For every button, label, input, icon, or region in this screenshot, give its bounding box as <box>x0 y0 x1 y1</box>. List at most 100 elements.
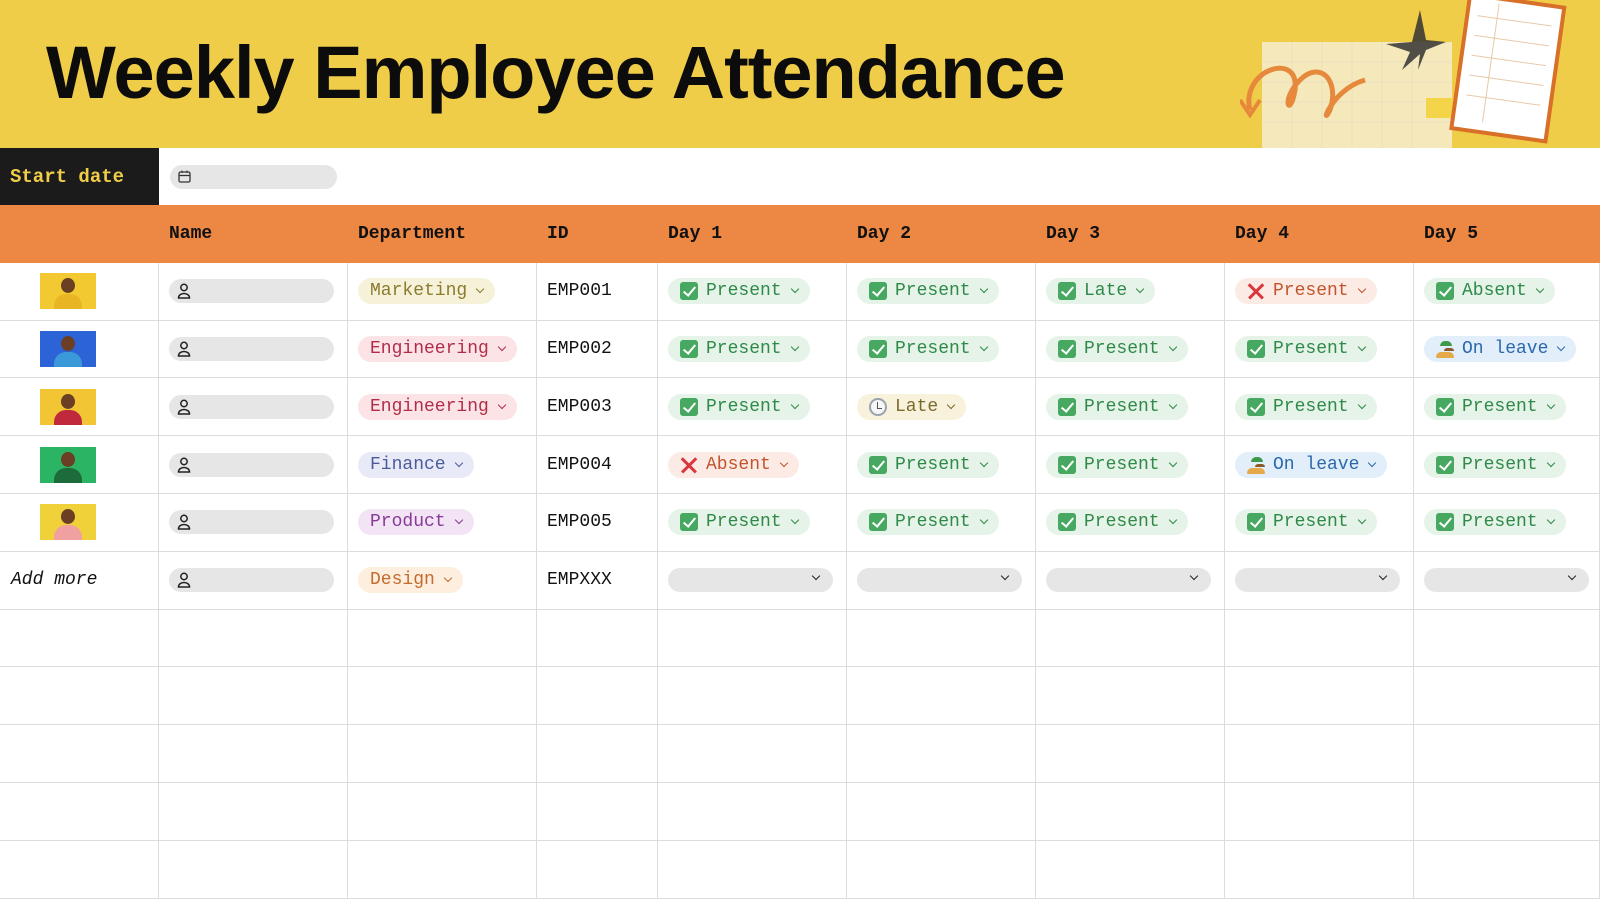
status-icon <box>680 456 698 474</box>
column-header: Day 2 <box>857 223 912 244</box>
dropdown-chevron <box>1567 571 1577 581</box>
attendance-status[interactable]: Present <box>857 335 999 362</box>
dropdown-chevron <box>1557 342 1566 352</box>
attendance-status[interactable]: Late <box>1046 278 1156 305</box>
employee-id: EMPXXX <box>547 570 612 591</box>
pill-text: Engineering <box>370 338 489 359</box>
page-title: Weekly Employee Attendance <box>46 31 1066 114</box>
department-tag[interactable]: Marketing <box>358 278 496 305</box>
start-date-label: Start date <box>0 148 159 205</box>
department-tag[interactable]: Design <box>358 567 463 594</box>
pill-text: Present <box>706 396 782 417</box>
name-input[interactable] <box>169 336 334 361</box>
attendance-status[interactable]: Present <box>668 335 810 362</box>
attendance-status[interactable]: Absent <box>1424 278 1555 305</box>
status-icon <box>1436 455 1454 474</box>
empty-cell <box>0 667 159 726</box>
pill-text: Present <box>1462 454 1538 475</box>
attendance-status[interactable]: Absent <box>668 451 799 478</box>
empty-cell <box>537 783 658 841</box>
attendance-dropdown[interactable] <box>1046 568 1211 593</box>
attendance-cell: Present <box>847 262 1036 321</box>
status-icon <box>680 397 698 416</box>
attendance-status[interactable]: Present <box>1046 451 1188 478</box>
empty-cell <box>658 783 847 841</box>
department-tag[interactable]: Finance <box>358 451 474 478</box>
attendance-status[interactable]: Present <box>857 509 999 536</box>
avatar <box>40 330 96 367</box>
attendance-status[interactable]: Present <box>1424 509 1566 536</box>
pill-text: Present <box>1084 338 1160 359</box>
attendance-status[interactable]: On leave <box>1424 335 1577 362</box>
calendar-icon <box>178 170 191 183</box>
avatar-head <box>61 335 75 351</box>
attendance-status[interactable]: Present <box>857 278 999 305</box>
id-cell: EMP005 <box>537 494 658 552</box>
attendance-dropdown[interactable] <box>1235 568 1400 593</box>
attendance-cell: Present <box>1225 494 1414 552</box>
avatar-body <box>54 467 82 483</box>
dropdown-chevron <box>790 400 799 410</box>
empty-cell <box>348 609 537 668</box>
pill-text: Present <box>1273 338 1349 359</box>
attendance-cell: Present <box>658 378 847 437</box>
pill-text: Present <box>1273 281 1349 302</box>
attendance-status[interactable]: Present <box>668 393 810 420</box>
attendance-status[interactable]: Present <box>1046 393 1188 420</box>
attendance-cell: Present <box>658 320 847 379</box>
department-cell: Product <box>348 494 537 552</box>
avatar-cell <box>0 320 159 379</box>
name-cell <box>159 436 348 494</box>
attendance-status[interactable]: Present <box>668 509 810 536</box>
empty-cell <box>159 609 348 668</box>
department-tag[interactable]: Engineering <box>358 335 517 362</box>
status-icon <box>869 339 887 358</box>
attendance-status[interactable]: On leave <box>1235 451 1388 478</box>
name-input[interactable] <box>169 568 334 593</box>
attendance-status[interactable]: Present <box>1235 278 1377 305</box>
attendance-dropdown[interactable] <box>668 568 833 593</box>
start-date-input[interactable] <box>170 165 337 189</box>
empty-cell <box>0 783 159 841</box>
dropdown-chevron <box>1000 571 1010 581</box>
name-input[interactable] <box>169 510 334 535</box>
attendance-status[interactable]: Present <box>1424 393 1566 420</box>
status-icon <box>1436 397 1454 416</box>
attendance-dropdown[interactable] <box>857 568 1022 593</box>
column-header-cell: Day 3 <box>1036 205 1225 263</box>
attendance-cell: Present <box>1414 436 1600 494</box>
attendance-status[interactable]: Present <box>857 451 999 478</box>
department-tag[interactable]: Product <box>358 509 474 536</box>
attendance-status[interactable]: Present <box>1046 335 1188 362</box>
column-header: Day 3 <box>1046 223 1101 244</box>
empty-cell <box>1225 609 1414 668</box>
attendance-status[interactable]: Present <box>1235 335 1377 362</box>
attendance-status[interactable]: Present <box>1235 393 1377 420</box>
attendance-status[interactable]: Late <box>857 393 967 420</box>
empty-cell <box>348 667 537 726</box>
status-icon <box>1247 282 1265 300</box>
attendance-status[interactable]: Present <box>1235 509 1377 536</box>
dropdown-chevron <box>979 516 988 525</box>
status-icon <box>1058 282 1076 301</box>
attendance-status[interactable]: Present <box>668 278 810 305</box>
add-more-cell: Add more <box>0 551 159 610</box>
attendance-dropdown[interactable] <box>1424 568 1589 593</box>
pill-text: Engineering <box>370 396 489 417</box>
status-icon <box>869 397 887 416</box>
pill-text: On leave <box>1462 338 1549 359</box>
empty-cell <box>159 840 348 899</box>
column-header-cell: Day 5 <box>1414 205 1600 263</box>
column-header: Day 4 <box>1235 223 1290 244</box>
person-icon <box>177 457 191 473</box>
attendance-status[interactable]: Present <box>1046 509 1188 536</box>
attendance-status[interactable]: Present <box>1424 451 1566 478</box>
department-tag[interactable]: Engineering <box>358 393 517 420</box>
name-input[interactable] <box>169 452 334 477</box>
name-input[interactable] <box>169 394 334 419</box>
department-cell: Finance <box>348 436 537 494</box>
pill-text: Present <box>1084 512 1160 533</box>
name-input[interactable] <box>169 279 334 304</box>
employee-id: EMP001 <box>547 281 612 302</box>
